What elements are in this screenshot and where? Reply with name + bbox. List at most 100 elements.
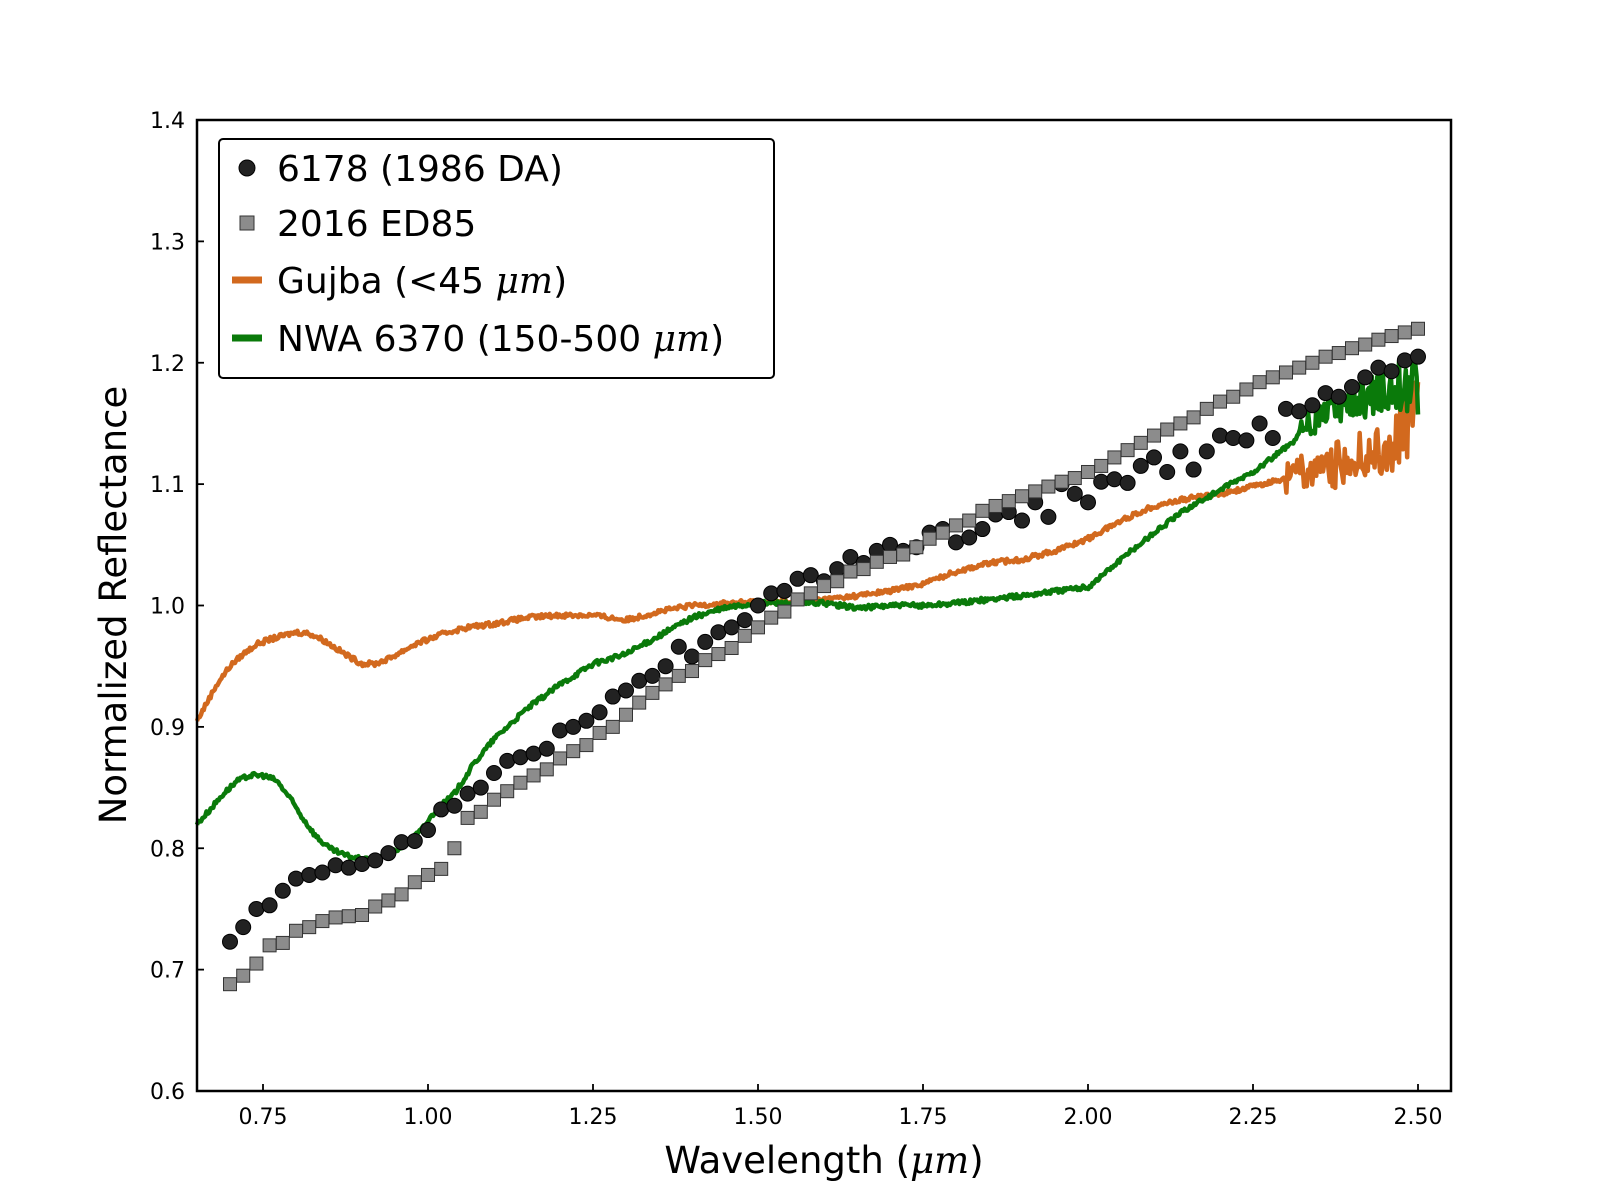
data-point [1066,485,1083,502]
data-point [856,562,871,577]
y-tick-label: 0.8 [150,837,185,862]
data-point [1292,360,1307,375]
data-point [1331,346,1346,361]
data-point [737,628,752,643]
data-point [1238,432,1255,449]
data-point [499,752,516,769]
x-tick-label: 2.00 [1064,1105,1113,1130]
data-point [1081,464,1095,479]
data-point [962,513,977,528]
data-point [433,801,450,818]
data-point [909,540,924,555]
data-point [657,658,674,675]
y-tick-label: 1.3 [150,230,185,255]
data-point [896,547,911,562]
y-tick-label: 1.0 [150,595,185,620]
data-point [843,564,858,579]
data-point [1015,489,1029,504]
y-tick-label: 0.6 [150,1080,185,1105]
data-point [406,832,423,849]
data-point [803,586,818,601]
data-point [472,779,489,796]
data-point [883,549,897,564]
data-point [1371,332,1386,347]
data-point [487,792,501,807]
data-point [1199,401,1214,416]
data-point [1146,449,1162,466]
data-point [698,653,713,668]
data-point [1410,348,1426,365]
data-point [922,531,937,546]
data-point [1264,430,1281,447]
data-point [512,749,529,766]
data-point [1411,321,1425,336]
legend-label: NWA 6370 (150-500 μm) [277,319,724,360]
data-point [341,909,356,924]
data-point [261,897,278,914]
x-tick-label: 1.50 [734,1105,783,1130]
data-point [1305,355,1320,370]
data-point [249,956,264,971]
data-point [1198,443,1215,460]
data-point [274,882,291,899]
series-0 [222,348,1426,950]
data-point [632,695,647,710]
data-point [1014,512,1030,529]
data-point [566,744,581,759]
data-point [1357,369,1374,386]
data-point [526,768,541,783]
legend-entry: Gujba (<45 μm) [232,261,567,302]
x-tick-label: 1.75 [899,1105,948,1130]
legend-entry: NWA 6370 (150-500 μm) [232,319,724,360]
data-point [579,738,594,753]
data-point [605,719,620,734]
data-point [340,859,357,876]
data-point [394,887,409,902]
data-point [473,804,488,819]
data-point [1318,349,1333,364]
data-point [1041,479,1056,494]
data-point [1317,385,1334,402]
x-tick-label: 1.00 [404,1105,453,1130]
data-point [275,935,290,950]
data-point [750,597,766,614]
x-axis-unit: μm [910,1139,969,1182]
data-point [1106,471,1123,488]
data-point [1172,443,1189,460]
data-point [1159,463,1176,480]
data-point [381,893,396,908]
x-tick-label: 2.25 [1229,1105,1278,1130]
data-point [790,592,805,607]
data-point [1279,365,1293,380]
data-point [447,841,462,856]
data-point [751,620,765,635]
data-point [248,900,265,917]
data-point [1370,359,1387,376]
data-point [1304,397,1321,414]
data-point [552,722,568,739]
legend-marker-square [239,215,255,231]
data-point [315,914,330,929]
data-point [553,751,567,766]
data-point [723,619,740,636]
legend-label: Gujba (<45 μm) [277,261,567,302]
data-point [301,866,318,883]
data-point [697,633,714,650]
data-point [314,864,331,881]
data-point [685,664,699,679]
data-point [222,933,238,950]
data-point [500,784,515,799]
data-point [961,529,978,546]
y-tick-label: 0.9 [150,716,185,741]
x-tick-label: 1.25 [569,1105,618,1130]
data-point [777,604,792,619]
legend-label: 6178 (1986 DA) [277,149,563,190]
data-point [1001,494,1016,509]
y-axis-label: Normalized Reflectance [92,386,135,825]
data-point [262,938,277,953]
data-point [974,521,991,538]
x-tick-label: 2.50 [1394,1105,1443,1130]
data-point [368,899,383,914]
data-point [1028,484,1043,499]
